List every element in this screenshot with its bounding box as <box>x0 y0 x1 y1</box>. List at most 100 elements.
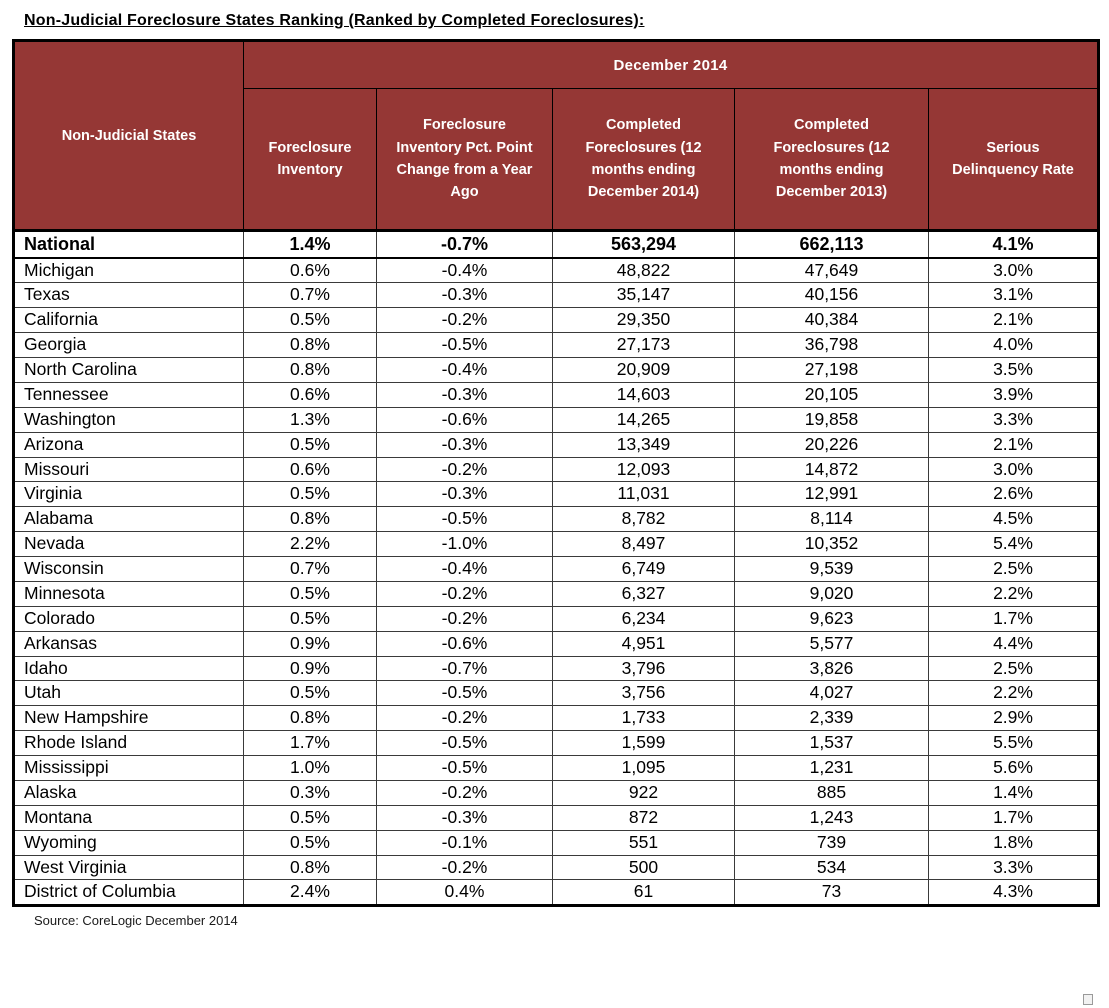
state-name-cell: Alabama <box>13 506 244 533</box>
state-row: Arkansas 0.9% -0.6% 4,951 5,577 4.4% <box>13 630 1100 657</box>
value-cell: 1,095 <box>552 755 735 781</box>
state-name-cell: North Carolina <box>13 357 244 383</box>
value-cell: 0.5% <box>243 605 377 632</box>
value-cell: 40,156 <box>734 282 929 309</box>
value-cell: 29,350 <box>552 307 735 334</box>
national-summary-row: National 1.4% -0.7% 563,294 662,113 4.1% <box>13 230 1100 259</box>
sub-header-row: Foreclosure Inventory Foreclosure Invent… <box>14 88 1100 231</box>
value-cell: 20,909 <box>552 357 735 383</box>
value-cell: 9,020 <box>734 580 929 607</box>
value-cell: -0.1% <box>376 829 553 856</box>
value-cell: 0.3% <box>243 779 377 806</box>
value-cell: 2.9% <box>927 705 1100 732</box>
value-cell: 0.6% <box>243 456 377 483</box>
value-cell: 4,027 <box>734 680 929 707</box>
value-cell: 3,796 <box>552 655 735 682</box>
state-name-cell: Colorado <box>13 605 244 632</box>
state-row: Wisconsin 0.7% -0.4% 6,749 9,539 2.5% <box>13 556 1100 582</box>
value-cell: 3.9% <box>927 381 1100 408</box>
state-name-cell: Georgia <box>13 332 244 358</box>
value-cell: 0.6% <box>243 381 377 408</box>
value-cell: 27,198 <box>734 357 929 383</box>
value-cell: 1.3% <box>243 406 377 433</box>
value-cell: 4.0% <box>927 332 1100 358</box>
value-cell: 4,951 <box>552 630 735 657</box>
value-cell: 4.5% <box>927 506 1100 533</box>
value-cell: 5.4% <box>927 531 1100 557</box>
value-cell: 36,798 <box>734 332 929 358</box>
state-name-cell: Nevada <box>13 531 244 557</box>
value-cell: 1.7% <box>243 730 377 756</box>
value-cell: -1.0% <box>376 531 553 557</box>
value-cell: 2.2% <box>927 680 1100 707</box>
value-cell: 500 <box>552 854 735 881</box>
state-row: Colorado 0.5% -0.2% 6,234 9,623 1.7% <box>13 605 1100 632</box>
value-cell: 0.5% <box>243 680 377 707</box>
state-name-cell: Arizona <box>13 431 244 458</box>
value-cell: -0.2% <box>376 307 553 334</box>
value-cell: -0.5% <box>376 730 553 756</box>
value-cell: 35,147 <box>552 282 735 309</box>
value-cell: 2,339 <box>734 705 929 732</box>
table-body: National 1.4% -0.7% 563,294 662,113 4.1% Michi… <box>13 230 1100 907</box>
state-name-cell: Montana <box>13 804 244 831</box>
value-cell: 0.5% <box>243 431 377 458</box>
value-cell: 14,603 <box>552 381 735 408</box>
value-cell: 1,599 <box>552 730 735 756</box>
value-cell: 20,226 <box>734 431 929 458</box>
state-row: Idaho 0.9% -0.7% 3,796 3,826 2.5% <box>13 655 1100 682</box>
value-cell: -0.4% <box>376 556 553 582</box>
state-name-cell: California <box>13 307 244 334</box>
state-row: Michigan 0.6% -0.4% 48,822 47,649 3.0% <box>13 256 1100 284</box>
value-cell: 2.2% <box>243 531 377 557</box>
state-name-cell: Wisconsin <box>13 556 244 582</box>
value-cell: 1.8% <box>927 829 1100 856</box>
foreclosure-ranking-table: Non-Judicial States December 2014 Forecl… <box>12 39 1101 908</box>
value-cell: -0.3% <box>376 431 553 458</box>
state-row: Georgia 0.8% -0.5% 27,173 36,798 4.0% <box>13 332 1100 358</box>
value-cell: 6,327 <box>552 580 735 607</box>
value-cell: -0.7% <box>376 230 553 259</box>
value-cell: 1.0% <box>243 755 377 781</box>
value-cell: 5.5% <box>927 730 1100 756</box>
value-cell: 9,539 <box>734 556 929 582</box>
value-cell: 61 <box>552 879 735 907</box>
column-header-foreclosure-inventory: Foreclosure Inventory <box>243 88 377 231</box>
value-cell: -0.7% <box>376 655 553 682</box>
value-cell: 1.7% <box>927 605 1100 632</box>
value-cell: 1.7% <box>927 804 1100 831</box>
state-name-cell: Minnesota <box>13 580 244 607</box>
value-cell: 551 <box>552 829 735 856</box>
value-cell: 2.5% <box>927 655 1100 682</box>
state-row: District of Columbia 2.4% 0.4% 61 73 4.3% <box>13 879 1100 907</box>
value-cell: 0.5% <box>243 829 377 856</box>
state-name-cell: Utah <box>13 680 244 707</box>
value-cell: 4.3% <box>927 879 1100 907</box>
value-cell: 5.6% <box>927 755 1100 781</box>
value-cell: 5,577 <box>734 630 929 657</box>
value-cell: -0.3% <box>376 381 553 408</box>
state-row: Arizona 0.5% -0.3% 13,349 20,226 2.1% <box>13 431 1100 458</box>
value-cell: 27,173 <box>552 332 735 358</box>
state-name-cell: Texas <box>13 282 244 309</box>
value-cell: 0.7% <box>243 556 377 582</box>
state-name-cell: Mississippi <box>13 755 244 781</box>
state-row: Tennessee 0.6% -0.3% 14,603 20,105 3.9% <box>13 381 1100 408</box>
value-cell: 662,113 <box>734 230 929 259</box>
page-title: Non-Judicial Foreclosure States Ranking … <box>24 12 645 29</box>
value-cell: -0.6% <box>376 630 553 657</box>
value-cell: 1.4% <box>243 230 377 259</box>
state-row: Texas 0.7% -0.3% 35,147 40,156 3.1% <box>13 282 1100 309</box>
column-header-inventory-pct-point-change: Foreclosure Inventory Pct. Point Change … <box>376 88 553 231</box>
state-name-cell: District of Columbia <box>13 879 244 907</box>
group-header-december-2014: December 2014 <box>242 40 1100 89</box>
value-cell: 1,231 <box>734 755 929 781</box>
state-name-cell: Idaho <box>13 655 244 682</box>
value-cell: -0.2% <box>376 456 553 483</box>
value-cell: 0.5% <box>243 804 377 831</box>
state-name-cell: Tennessee <box>13 381 244 408</box>
value-cell: 73 <box>734 879 929 907</box>
table-header: Non-Judicial States December 2014 Forecl… <box>13 40 1100 231</box>
value-cell: -0.3% <box>376 481 553 508</box>
